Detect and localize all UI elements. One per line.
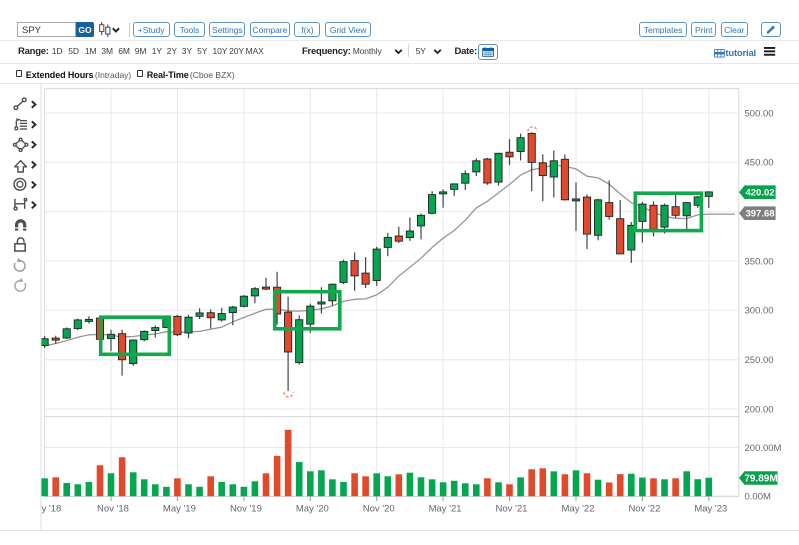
svg-text:250.00: 250.00 [745,355,774,366]
svg-text:500.00: 500.00 [745,108,774,119]
svg-text:May '22: May '22 [562,504,595,515]
svg-text:Nov '18: Nov '18 [97,504,129,515]
svg-text:Nov '20: Nov '20 [363,504,395,515]
svg-text:200.00: 200.00 [745,404,774,415]
svg-text:May '21: May '21 [429,504,462,515]
svg-text:300.00: 300.00 [745,306,774,317]
svg-text:200.00M: 200.00M [745,443,782,454]
svg-text:y '18: y '18 [42,504,62,515]
svg-text:May '19: May '19 [163,504,196,515]
svg-text:Nov '22: Nov '22 [628,504,660,515]
svg-text:0.00M: 0.00M [745,492,771,503]
svg-text:397.68: 397.68 [745,209,774,220]
svg-text:79.89M: 79.89M [744,473,777,484]
svg-text:May '20: May '20 [296,504,329,515]
svg-text:Nov '21: Nov '21 [496,504,528,515]
svg-text:350.00: 350.00 [745,256,774,267]
svg-text:420.02: 420.02 [745,188,774,199]
svg-text:Nov '19: Nov '19 [230,504,262,515]
svg-text:450.00: 450.00 [745,158,774,169]
svg-text:May '23: May '23 [694,504,727,515]
